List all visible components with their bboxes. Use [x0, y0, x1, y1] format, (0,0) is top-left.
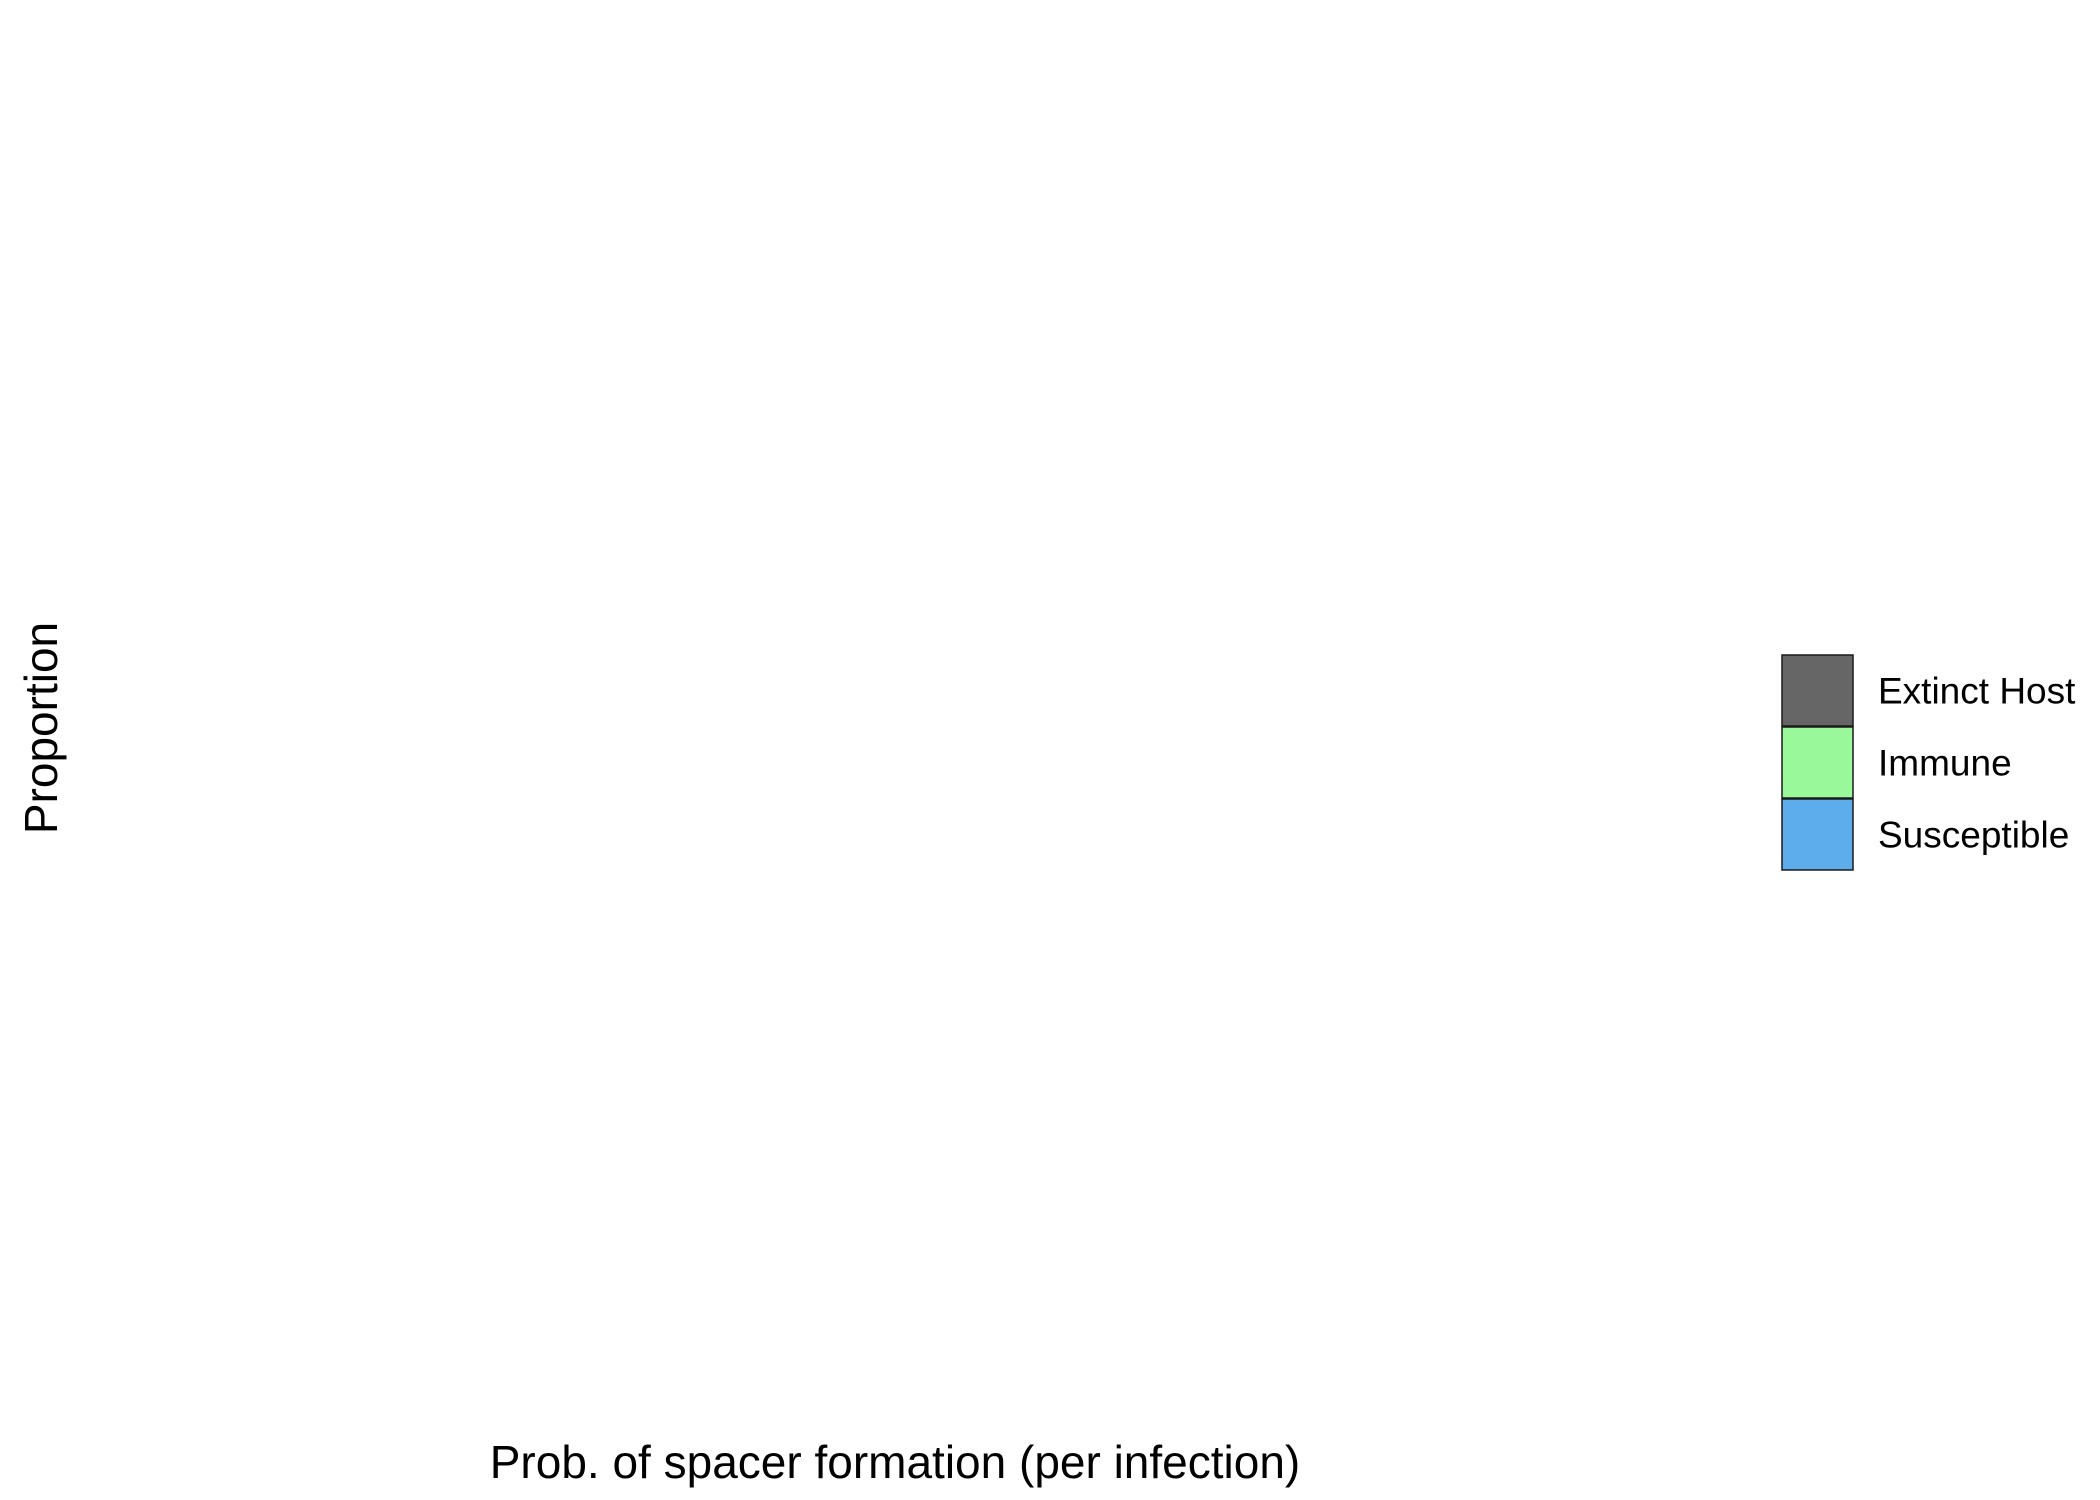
legend-label-extinct-host: Extinct Host: [1878, 671, 2076, 712]
legend-key-immune: [1781, 726, 1854, 799]
legend-item-immune: Immune: [1781, 726, 2012, 799]
legend: Extinct Host Immune Susceptible: [1781, 654, 2076, 871]
x-axis-title: Prob. of spacer formation (per infection…: [490, 1436, 1300, 1488]
legend-key-susceptible: [1781, 798, 1854, 871]
y-axis-title: Proportion: [15, 622, 67, 834]
legend-label-immune: Immune: [1878, 743, 2012, 784]
legend-label-susceptible: Susceptible: [1878, 815, 2069, 856]
legend-item-extinct-host: Extinct Host: [1781, 654, 2076, 727]
legend-key-extinct-host: [1781, 654, 1854, 727]
legend-item-susceptible: Susceptible: [1781, 798, 2069, 871]
